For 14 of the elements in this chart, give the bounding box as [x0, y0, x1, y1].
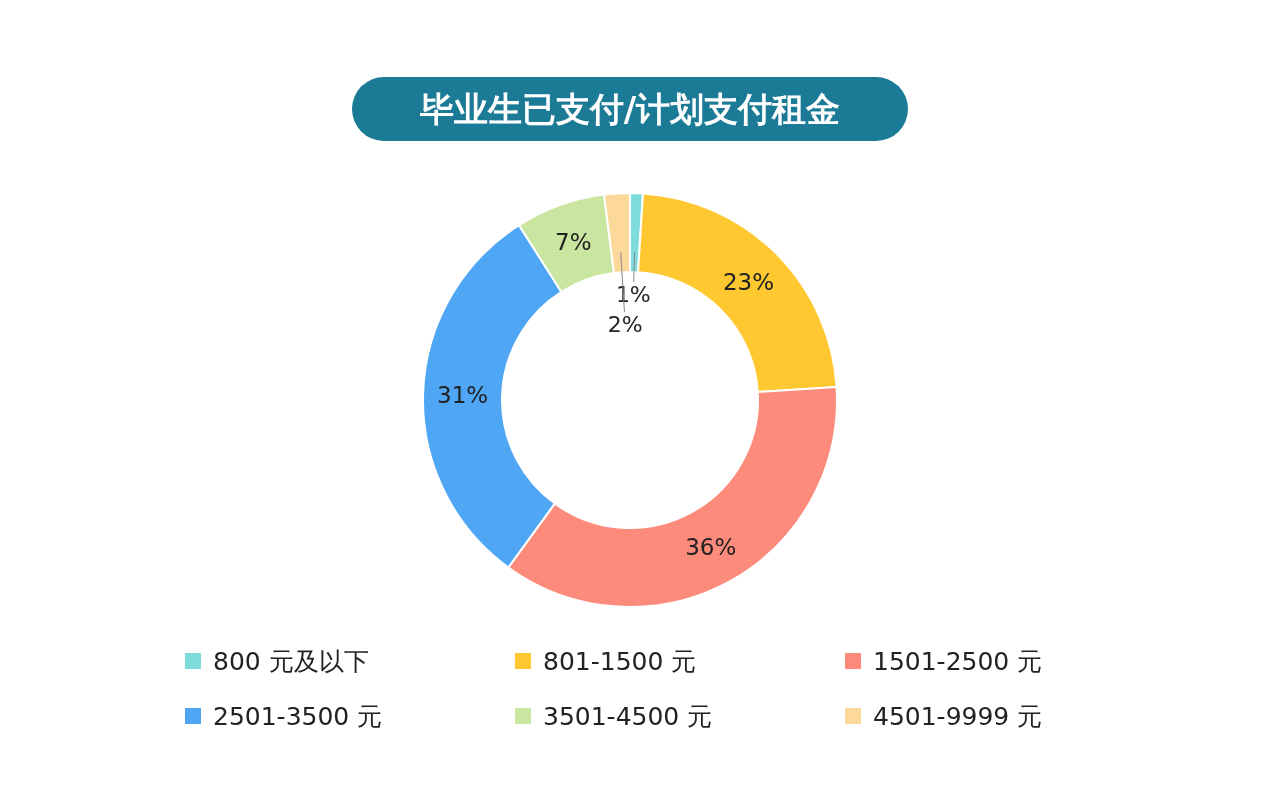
legend-label: 2501-3500 元 [213, 702, 383, 731]
legend-label: 4501-9999 元 [873, 702, 1043, 731]
legend-label: 3501-4500 元 [543, 702, 713, 731]
chart-title: 毕业生已支付/计划支付租金 [418, 89, 841, 129]
data-label: 7% [555, 229, 592, 256]
data-label: 2% [607, 312, 643, 338]
data-label: 23% [722, 268, 774, 295]
legend-label: 800 元及以下 [213, 647, 369, 676]
data-label: 1% [615, 282, 651, 308]
legend-label: 801-1500 元 [543, 647, 697, 676]
data-label: 31% [437, 381, 489, 408]
legend-label: 1501-2500 元 [873, 647, 1043, 676]
data-label: 36% [685, 533, 737, 560]
title: 毕业生已支付/计划支付租金 [352, 77, 908, 141]
